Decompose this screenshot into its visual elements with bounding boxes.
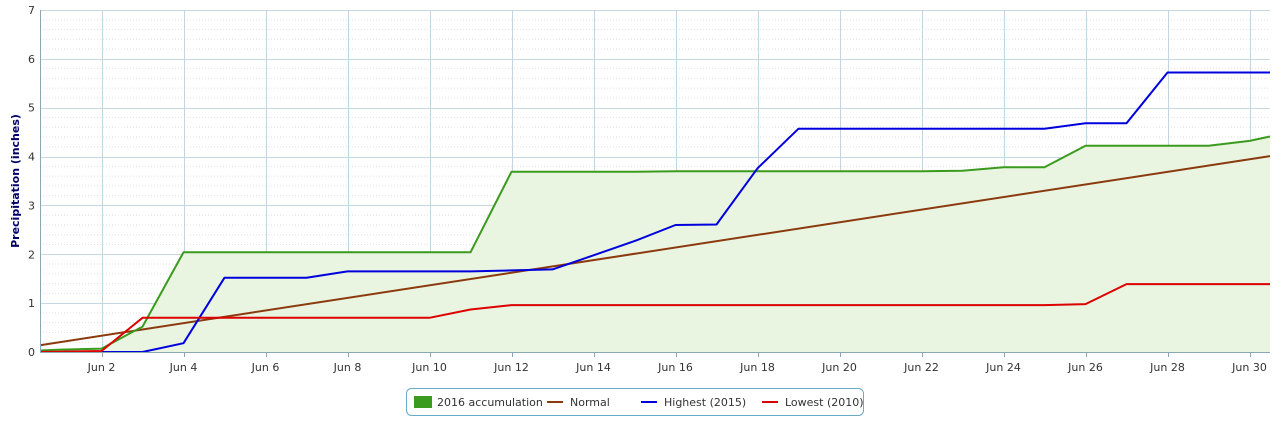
x-tick-label: Jun 30: [1231, 361, 1267, 374]
y-tick-label: 2: [28, 248, 35, 261]
y-tick-label: 7: [28, 4, 35, 17]
x-tick-label: Jun 6: [251, 361, 280, 374]
legend-label-2: Highest (2015): [664, 396, 746, 409]
y-axis-label: Precipitation (inches): [9, 114, 22, 248]
legend: 2016 accumulation Normal Highest (2015) Low…: [406, 388, 864, 416]
series-layer: [39, 71, 1271, 353]
x-tick-label: Jun 26: [1067, 361, 1103, 374]
x-tick-label: Jun 2: [87, 361, 116, 374]
x-tick-label: Jun 14: [575, 361, 611, 374]
series-line-3: [39, 283, 1270, 353]
x-tick-label: Jun 22: [903, 361, 939, 374]
y-tick-label: 1: [28, 297, 35, 310]
series-line-2: [40, 71, 1270, 353]
y-tick-label: 3: [28, 199, 35, 212]
x-tick-label: Jun 12: [493, 361, 529, 374]
legend-swatch-0: [414, 396, 432, 408]
x-tick-label: Jun 24: [985, 361, 1021, 374]
legend-box: [406, 388, 864, 416]
x-tick-label: Jun 10: [411, 361, 447, 374]
y-tick-label: 4: [28, 151, 35, 164]
legend-label-0: 2016 accumulation: [437, 396, 543, 409]
legend-label-1: Normal: [570, 396, 610, 409]
x-tick-label: Jun 28: [1149, 361, 1185, 374]
legend-label-3: Lowest (2010): [785, 396, 864, 409]
x-tick-label: Jun 20: [821, 361, 857, 374]
axes: 0 1 2 3 4 5 6 7 Jun 2 Jun 4 Jun 6 Jun 8 Jun 10 Jun 12…: [28, 4, 1270, 374]
series-line-0: [39, 135, 1271, 352]
y-tick-label: 6: [28, 53, 35, 66]
x-tick-label: Jun 8: [333, 361, 362, 374]
y-tick-label: 0: [28, 346, 35, 359]
x-tick-label: Jun 16: [657, 361, 693, 374]
x-tick-label: Jun 4: [169, 361, 198, 374]
y-tick-label: 5: [28, 102, 35, 115]
x-tick-label: Jun 18: [739, 361, 775, 374]
series-line-1: [39, 155, 1271, 347]
